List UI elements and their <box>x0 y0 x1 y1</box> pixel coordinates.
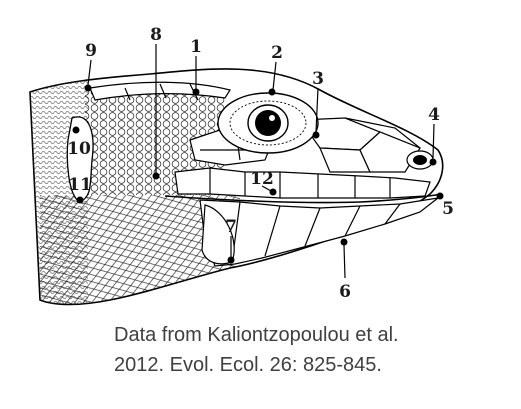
landmark-point-8 <box>152 172 160 180</box>
scale-texture <box>30 80 240 305</box>
landmark-point-2 <box>268 88 276 96</box>
landmark-label-7: 7 <box>225 217 237 237</box>
mouth-line <box>164 193 443 204</box>
leader-lines <box>87 44 435 279</box>
landmark-label-3: 3 <box>312 69 324 89</box>
landmark-label-2: 2 <box>271 43 283 63</box>
landmark-label-11: 11 <box>68 175 92 195</box>
source-caption: Data from Kaliontzopoulou et al. 2012. E… <box>114 320 514 380</box>
landmark-point-4 <box>429 158 437 166</box>
landmark-point-5 <box>436 192 444 200</box>
landmark-label-4: 4 <box>428 105 440 125</box>
landmark-point-3 <box>312 131 320 139</box>
landmark-label-5: 5 <box>442 199 454 219</box>
landmark-points <box>72 84 444 264</box>
landmark-labels: 1 2 3 4 5 6 7 8 9 10 11 12 <box>67 25 454 302</box>
landmark-label-9: 9 <box>85 41 97 61</box>
nostril <box>406 150 434 170</box>
landmark-point-7 <box>227 256 235 264</box>
landmark-point-11 <box>76 196 84 204</box>
caption-line-1: Data from Kaliontzopoulou et al. <box>114 324 399 346</box>
landmark-label-6: 6 <box>339 282 351 302</box>
landmark-label-10: 10 <box>67 139 91 159</box>
landmark-point-6 <box>340 238 348 246</box>
landmark-point-9 <box>84 84 92 92</box>
eye <box>217 92 319 154</box>
head-shields <box>89 81 439 267</box>
landmark-point-1 <box>192 88 200 96</box>
landmark-label-8: 8 <box>150 25 162 45</box>
caption-line-2: 2012. Evol. Ecol. 26: 825-845. <box>114 354 382 376</box>
landmark-point-12 <box>269 188 277 196</box>
landmark-label-12: 12 <box>250 169 274 189</box>
ear-opening <box>66 116 94 203</box>
landmark-label-1: 1 <box>190 37 202 57</box>
landmark-point-10 <box>72 126 80 134</box>
